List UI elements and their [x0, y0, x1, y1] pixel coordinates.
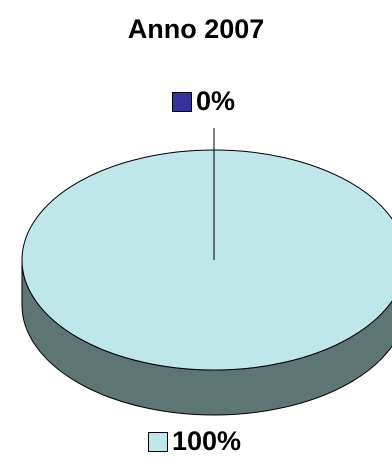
chart-title: Anno 2007 — [127, 14, 265, 44]
pie-slice-1 — [21, 149, 392, 371]
slice-label-small: 0% — [172, 86, 235, 117]
slice-label-large: 100% — [148, 426, 241, 457]
slice-label-small-text: 0% — [196, 86, 236, 116]
slice-swatch-small — [172, 91, 192, 112]
slice-swatch-large — [148, 431, 168, 452]
slice-label-large-text: 100% — [172, 426, 242, 456]
